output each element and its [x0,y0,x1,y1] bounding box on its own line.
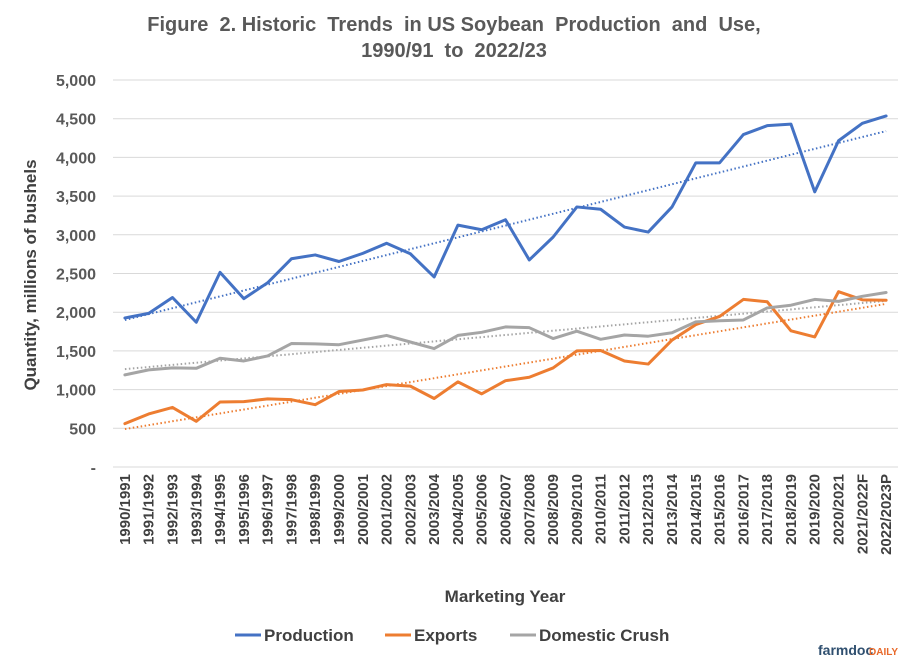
x-tick-label: 2005/2006 [474,474,491,545]
y-tick-label: 5,000 [56,73,96,90]
chart-title: Figure 2. Historic Trends in US Soybean … [147,14,760,62]
x-tick-label: 2008/2009 [545,474,562,545]
y-tick-label: 3,000 [56,228,96,245]
series-lines [123,114,888,426]
x-tick-label: 2022/2023P [878,474,895,555]
x-tick-label: 2017/2018 [759,474,776,545]
y-tick-label: 3,500 [56,189,96,206]
x-tick-label: 1998/1999 [307,474,324,545]
y-tick-label: 500 [69,421,96,438]
trendline-exports [124,302,887,431]
brand-text-farmdoc: farmdoc [818,642,873,658]
x-tick-label: 2010/2011 [593,474,610,544]
x-tick-label: 2007/2008 [521,474,538,545]
x-tick-label: 2004/2005 [450,474,467,545]
x-tick-label: 2011/2012 [616,474,633,544]
x-tick-label: 1997/1998 [283,474,300,545]
x-tick-label: 2009/2010 [569,474,586,545]
y-tick-label: 4,000 [56,150,96,167]
y-tick-label: 2,500 [56,267,96,284]
y-axis-ticks: - 500 1,000 1,500 2,000 2,500 3,000 3,500 4,000 4… [56,73,96,477]
x-tick-label: 2006/2007 [498,474,515,545]
legend-label: Production [264,626,354,645]
x-tick-label: 2021/2022F [854,474,871,554]
x-tick-label: 2014/2015 [688,474,705,545]
gridlines [113,79,898,468]
x-tick-label: 2013/2014 [664,473,681,545]
x-tick-label: 1993/1994 [188,473,205,545]
x-tick-label: 2016/2017 [735,474,752,545]
y-tick-label: 2,000 [56,305,96,322]
x-axis-label: Marketing Year [445,587,566,606]
x-tick-label: 1992/1993 [164,474,181,545]
x-tick-label: 1991/1992 [141,474,158,545]
y-axis-label: Quantity, millions of bushels [21,159,40,390]
x-tick-label: 2000/2001 [355,474,372,545]
x-tick-label: 2015/2016 [712,474,729,545]
farmdoc-logo: farmdoc DAILY [818,642,898,658]
series-line-exports [123,290,888,426]
legend-label: Domestic Crush [539,626,669,645]
y-tick-label: - [91,460,96,477]
x-tick-label: 2001/2002 [379,474,396,545]
x-tick-label: 2019/2020 [807,474,824,545]
x-tick-label: 2002/2003 [402,474,419,545]
x-tick-label: 2012/2013 [640,474,657,545]
trendline-production [124,130,887,321]
x-tick-label: 1999/2000 [331,474,348,545]
chart-title-line: 1990/91 to 2022/23 [361,40,547,62]
y-tick-label: 4,500 [56,112,96,129]
x-tick-label: 1990/1991 [117,474,134,545]
x-tick-label: 1996/1997 [260,474,277,545]
trendlines [124,130,887,431]
y-tick-label: 1,500 [56,344,96,361]
chart-title-line: Figure 2. Historic Trends in US Soybean … [147,14,760,36]
x-tick-label: 1994/1995 [212,474,229,545]
brand-text-daily: DAILY [869,647,898,658]
trendline-domestic-crush [124,299,887,371]
x-tick-label: 2018/2019 [783,474,800,545]
legend: Production Exports Domestic Crush [235,626,669,645]
x-tick-label: 2003/2004 [426,473,443,545]
series-line-production [123,114,888,324]
y-tick-label: 1,000 [56,383,96,400]
series-line-domestic-crush [123,290,888,377]
x-tick-label: 2020/2021 [831,474,848,545]
x-tick-label: 1995/1996 [236,474,253,545]
legend-label: Exports [414,626,477,645]
x-axis-ticks: 1990/1991 1991/1992 1992/1993 1993/1994 1994… [117,473,895,555]
